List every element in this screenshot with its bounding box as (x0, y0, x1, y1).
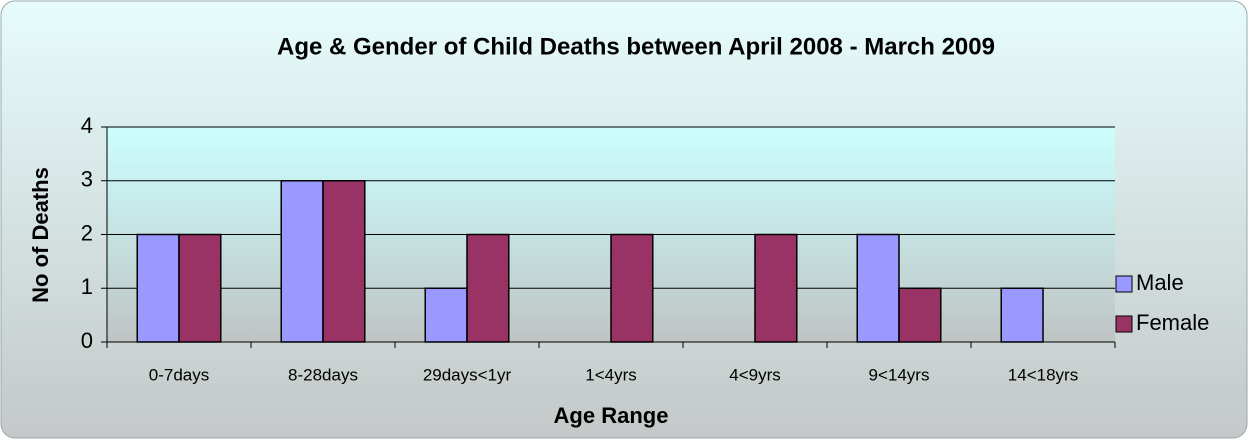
y-tick-label: 1 (81, 274, 93, 299)
x-tick-label: 9<14yrs (869, 365, 930, 384)
chart-title: Age & Gender of Child Deaths between Apr… (277, 33, 995, 60)
y-axis-title: No of Deaths (28, 167, 53, 303)
legend-swatch (1115, 275, 1133, 293)
x-tick-label: 14<18yrs (1008, 365, 1078, 384)
y-tick-label: 4 (81, 113, 93, 138)
x-tick-label: 29days<1yr (423, 365, 512, 384)
legend-label: Female (1136, 310, 1209, 335)
x-tick-label: 8-28days (288, 365, 358, 384)
bar (610, 233, 654, 343)
x-tick-label: 4<9yrs (729, 365, 781, 384)
bar (178, 233, 222, 343)
x-tick-label: 1<4yrs (585, 365, 637, 384)
bar (466, 233, 510, 343)
y-tick-label: 0 (81, 328, 93, 353)
bar (280, 180, 324, 343)
legend-label: Male (1136, 270, 1184, 295)
bar (754, 233, 798, 343)
x-tick-label: 0-7days (149, 365, 209, 384)
legend-swatch (1115, 315, 1133, 333)
bar (136, 233, 180, 343)
x-axis-title: Age Range (554, 403, 669, 428)
y-tick-label: 3 (81, 167, 93, 192)
y-tick-label: 2 (81, 220, 93, 245)
bar (322, 180, 366, 343)
bar (898, 287, 942, 343)
bar (856, 233, 900, 343)
bar (424, 287, 468, 343)
bar (1000, 287, 1044, 343)
